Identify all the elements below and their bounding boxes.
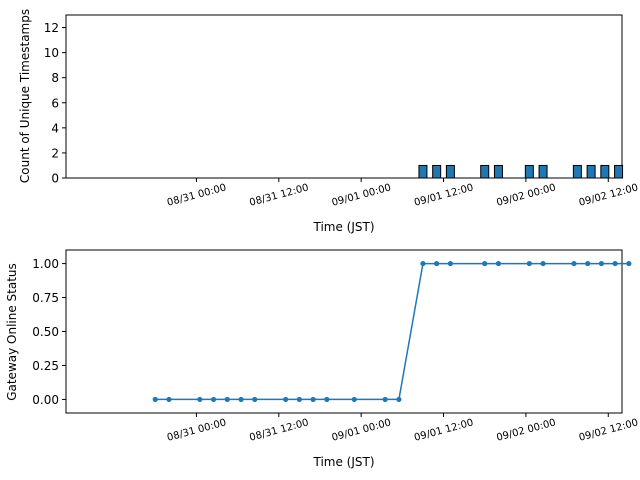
bar [445, 164, 455, 179]
y-tick-label: 8 [51, 71, 59, 85]
data-point [420, 260, 426, 267]
data-point [434, 260, 440, 267]
data-point [351, 396, 357, 403]
data-point [252, 396, 258, 403]
data-point [585, 260, 591, 267]
bar [600, 164, 610, 179]
data-point [526, 260, 532, 267]
y-tick-label: 0.00 [32, 393, 59, 407]
top-y-ticks: 0 2 4 6 8 10 12 [44, 21, 66, 186]
data-point [626, 260, 632, 267]
bar [538, 164, 548, 179]
data-point [598, 260, 605, 267]
data-point [612, 260, 618, 267]
top-x-axis-label: Time (JST) [312, 220, 374, 234]
data-point [166, 396, 172, 403]
data-point [296, 396, 302, 403]
data-point [447, 260, 453, 267]
data-point [238, 396, 244, 403]
y-tick-label: 0.50 [32, 325, 59, 339]
data-point [152, 396, 158, 403]
data-point [571, 260, 577, 267]
data-point [283, 396, 289, 403]
y-tick-label: 1.00 [32, 257, 59, 271]
y-tick-label: 10 [44, 46, 59, 60]
data-point [396, 396, 402, 403]
data-point [197, 396, 203, 403]
bar [586, 164, 596, 179]
top-bars [418, 164, 624, 179]
bar [572, 164, 582, 179]
bottom-x-axis-label: Time (JST) [312, 455, 374, 469]
data-point [224, 396, 230, 403]
data-point [382, 396, 388, 403]
data-point [310, 396, 316, 403]
data-point [324, 396, 330, 403]
y-tick-label: 0 [51, 172, 59, 186]
bar [493, 164, 503, 179]
y-tick-label: 2 [51, 146, 59, 160]
y-tick-label: 6 [51, 96, 59, 110]
top-plot-area [65, 14, 623, 179]
bottom-plot-area [65, 249, 623, 414]
bar [614, 164, 624, 179]
bottom-y-axis-label: Gateway Online Status [5, 263, 19, 401]
y-tick-label: 12 [44, 21, 59, 35]
bar [524, 164, 534, 179]
data-point [210, 396, 217, 403]
y-tick-label: 0.75 [32, 291, 59, 305]
y-tick-label: 0.25 [32, 359, 59, 373]
data-point [482, 260, 488, 267]
bar [418, 164, 428, 179]
y-tick-label: 4 [51, 121, 59, 135]
bottom-line-series [152, 260, 632, 403]
bar [432, 164, 442, 179]
bar [480, 164, 490, 179]
top-y-axis-label: Count of Unique Timestamps [18, 9, 32, 183]
bottom-y-ticks: 0.00 0.25 0.50 0.75 1.00 [32, 257, 66, 407]
data-point [495, 260, 502, 267]
data-point [540, 260, 546, 267]
